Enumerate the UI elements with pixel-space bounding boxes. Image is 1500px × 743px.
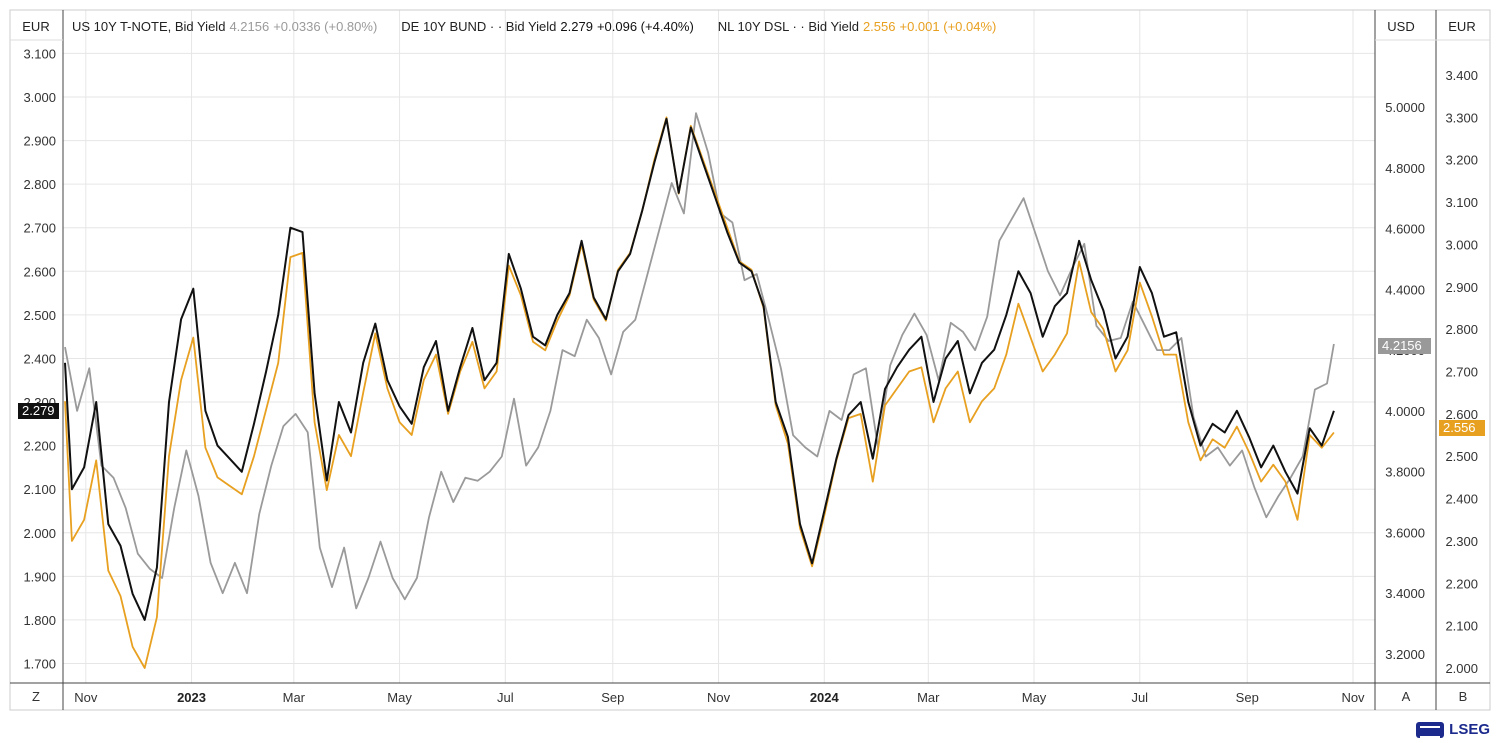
right-tick-label: 3.200	[1445, 153, 1478, 168]
right-tick-label: 2.400	[1445, 492, 1478, 507]
x-tick-label: Mar	[917, 690, 940, 705]
x-tick-label: Mar	[283, 690, 306, 705]
left-tick-label: 1.900	[23, 569, 56, 584]
usd-axis-unit: USD	[1387, 19, 1414, 34]
nl-last-value-badge: 2.556	[1439, 420, 1485, 436]
right-tick-label: 2.100	[1445, 619, 1478, 634]
legend-nl-name: NL 10Y DSL · · Bid Yield	[717, 19, 859, 34]
corner-a-button: A	[1402, 689, 1411, 704]
left-tick-label: 2.200	[23, 439, 56, 454]
axes	[9, 9, 1491, 711]
legend-us-value: 4.2156	[229, 19, 270, 34]
left-tick-label: 3.100	[23, 46, 56, 61]
corner-z-button: Z	[32, 689, 40, 704]
x-tick-label: Jul	[1131, 690, 1148, 705]
right-tick-label: 3.300	[1445, 110, 1478, 125]
us-last-value-badge: 4.2156	[1378, 338, 1431, 354]
x-tick-label: Sep	[1236, 690, 1259, 705]
left-axis-unit: EUR	[22, 19, 49, 34]
usd-tick-label: 3.8000	[1385, 465, 1425, 480]
usd-tick-label: 3.2000	[1385, 647, 1425, 662]
right-tick-label: 2.700	[1445, 365, 1478, 380]
usd-tick-label: 3.6000	[1385, 525, 1425, 540]
corner-b-button: B	[1459, 689, 1468, 704]
left-tick-label: 2.800	[23, 177, 56, 192]
chart-frame	[9, 9, 1491, 711]
usd-tick-label: 4.0000	[1385, 404, 1425, 419]
axis-labels: EUR USD EUR Z A B 3.100 3.000 2.900 2.800 2.700 2.6…	[22, 19, 1478, 705]
lseg-logo-text: LSEG	[1449, 721, 1490, 738]
series-line-de	[64, 117, 1335, 621]
left-tick-label: 2.400	[23, 351, 56, 366]
legend-de-change: +0.096 (+4.40%)	[596, 19, 694, 34]
usd-tick-label: 4.8000	[1385, 161, 1425, 176]
legend-de-name: DE 10Y BUND · · Bid Yield	[401, 19, 557, 34]
right-tick-label: 3.000	[1445, 237, 1478, 252]
right-tick-label: 2.900	[1445, 280, 1478, 295]
left-tick-label: 2.000	[23, 526, 56, 541]
x-tick-label: Sep	[601, 690, 624, 705]
usd-tick-label: 3.4000	[1385, 586, 1425, 601]
left-tick-label: 1.700	[23, 657, 56, 672]
usd-tick-label: 4.4000	[1385, 282, 1425, 297]
usd-tick-label: 4.6000	[1385, 222, 1425, 237]
lseg-logo-icon	[1416, 721, 1445, 738]
series-group	[64, 112, 1335, 669]
x-tick-label: Nov	[1341, 690, 1365, 705]
right-tick-label: 2.000	[1445, 661, 1478, 676]
series-line-us	[64, 112, 1335, 610]
series-line-nl	[64, 116, 1335, 669]
x-tick-label: Nov	[74, 690, 98, 705]
x-tick-label: 2023	[177, 690, 206, 705]
x-tick-label: 2024	[810, 690, 840, 705]
right-tick-label: 2.200	[1445, 576, 1478, 591]
left-tick-label: 1.800	[23, 613, 56, 628]
left-tick-label: 2.600	[23, 264, 56, 279]
left-tick-label: 3.000	[23, 90, 56, 105]
legend-us-change: +0.0336 (+0.80%)	[273, 19, 378, 34]
lseg-logo: LSEG	[1416, 721, 1490, 738]
right-tick-label: 3.100	[1445, 195, 1478, 210]
de-last-value-badge: 2.279	[18, 403, 59, 419]
left-tick-label: 2.100	[23, 482, 56, 497]
legend-nl-change: +0.001 (+0.04%)	[899, 19, 997, 34]
usd-tick-label: 5.0000	[1385, 100, 1425, 115]
right-tick-label: 2.300	[1445, 534, 1478, 549]
legend-de-value: 2.279	[560, 19, 593, 34]
x-tick-label: May	[1022, 690, 1047, 705]
left-tick-label: 2.500	[23, 308, 56, 323]
right-tick-label: 2.600	[1445, 407, 1478, 422]
left-tick-label: 2.700	[23, 221, 56, 236]
x-tick-label: May	[387, 690, 412, 705]
right-tick-label: 3.400	[1445, 68, 1478, 83]
right-axis-unit: EUR	[1448, 19, 1475, 34]
right-tick-label: 2.500	[1445, 449, 1478, 464]
left-tick-label: 2.900	[23, 134, 56, 149]
right-tick-label: 2.800	[1445, 322, 1478, 337]
legend-us-name: US 10Y T-NOTE, Bid Yield	[72, 19, 226, 34]
x-tick-label: Nov	[707, 690, 731, 705]
legend-nl-value: 2.556	[862, 19, 896, 34]
x-tick-label: Jul	[497, 690, 514, 705]
legend: US 10Y T-NOTE, Bid Yield 4.2156 +0.0336 …	[72, 19, 1000, 37]
